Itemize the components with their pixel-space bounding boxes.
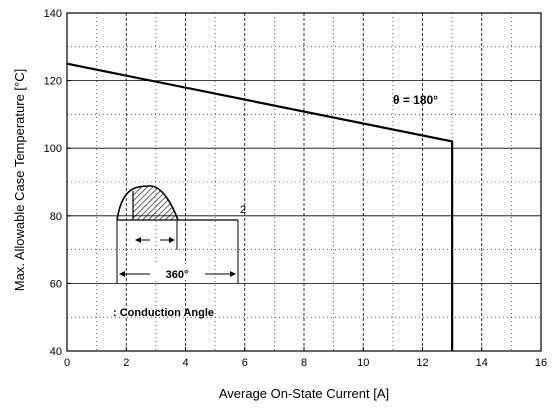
x-tick-label: 8 xyxy=(301,357,307,369)
x-tick-label: 2 xyxy=(123,357,129,369)
axis-ticks: 0 2 4 6 8 10 12 14 16 40 60 80 100 120 140 xyxy=(44,8,547,369)
y-tick-label: 120 xyxy=(44,76,62,88)
x-tick-label: 12 xyxy=(416,357,428,369)
conduction-hatched-area xyxy=(133,186,178,220)
y-tick-label: 140 xyxy=(44,8,62,20)
y-tick-label: 100 xyxy=(44,143,62,155)
y-axis-label: Max. Allowable Case Temperature [°C] xyxy=(12,69,27,291)
series-group xyxy=(66,62,454,351)
conduction-angle-legend: : Conduction Angle xyxy=(113,307,214,319)
x-axis-label: Average On-State Current [A] xyxy=(219,386,389,401)
y-tick-label: 40 xyxy=(50,346,62,358)
period-angle-label: 360° xyxy=(166,269,189,281)
y-tick-label: 60 xyxy=(50,278,62,290)
conduction-angle-inset: 360° 2 : Conduction Angle xyxy=(113,185,246,319)
x-tick-label: 4 xyxy=(182,357,188,369)
x-tick-label: 16 xyxy=(535,357,547,369)
theta-label: θ = 180° xyxy=(393,93,438,107)
y-tick-label: 80 xyxy=(50,211,62,223)
inset-marker-label: 2 xyxy=(240,204,246,216)
series-line xyxy=(66,62,454,351)
x-tick-label: 6 xyxy=(242,357,248,369)
x-tick-label: 14 xyxy=(476,357,488,369)
period-label-background xyxy=(152,264,202,280)
x-tick-label: 0 xyxy=(64,357,70,369)
grid xyxy=(66,12,542,352)
x-tick-label: 10 xyxy=(357,357,369,369)
